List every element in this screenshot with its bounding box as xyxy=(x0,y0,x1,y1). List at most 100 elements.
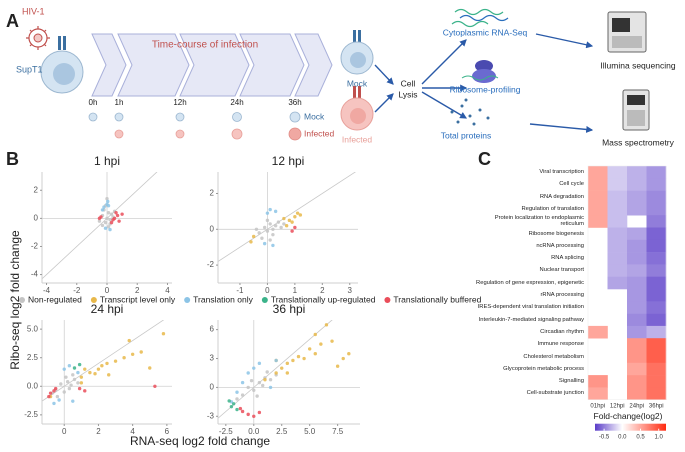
point xyxy=(235,407,239,412)
x-tick-label: 0.0 xyxy=(248,427,260,436)
heatmap-cell xyxy=(588,387,608,400)
heatmap-cell xyxy=(646,252,667,265)
point xyxy=(255,394,259,398)
point xyxy=(235,397,239,401)
legend-label: Translationally up-regulated xyxy=(271,294,376,304)
point xyxy=(105,196,109,201)
point xyxy=(257,231,261,235)
plot-area xyxy=(42,320,172,424)
cell-icon xyxy=(40,36,84,94)
point xyxy=(287,218,292,223)
point xyxy=(268,378,273,382)
point xyxy=(279,225,283,230)
row-label: ncRNA processing xyxy=(536,242,584,249)
column-label: 24hpi xyxy=(629,403,644,409)
column-label: 01hpi xyxy=(590,403,605,409)
y-tick-label: 0 xyxy=(210,224,215,233)
point xyxy=(103,226,108,230)
row-label: Ribosome biogenesis xyxy=(528,230,584,237)
legend-marker xyxy=(19,297,25,303)
plot-area xyxy=(42,172,172,283)
x-tick-label: 2 xyxy=(320,286,325,295)
point xyxy=(249,240,253,244)
heatmap-cell xyxy=(607,178,628,191)
point xyxy=(271,243,275,248)
point xyxy=(79,381,84,385)
point xyxy=(257,361,262,366)
point xyxy=(290,220,294,224)
protein-icon xyxy=(450,98,490,126)
point xyxy=(55,394,60,399)
timepoint: 36h xyxy=(288,98,301,107)
rna-icon xyxy=(451,8,509,28)
point xyxy=(229,404,234,409)
point xyxy=(252,366,256,370)
point xyxy=(47,394,51,399)
heatmap-cell xyxy=(588,190,608,204)
heatmap-cell xyxy=(627,301,647,314)
timeline-label: Time-course of infection xyxy=(152,40,258,51)
heatmap-cell xyxy=(646,227,667,241)
row-label: Nuclear transport xyxy=(539,267,584,274)
heatmap-cell xyxy=(627,202,647,216)
point xyxy=(83,367,87,371)
legend-label: Non-regulated xyxy=(28,294,82,304)
assay-label: Total proteins xyxy=(441,130,492,140)
point xyxy=(57,398,61,402)
heatmap-cell xyxy=(627,264,647,277)
heatmap-cell xyxy=(607,166,628,179)
point xyxy=(313,332,317,337)
point xyxy=(268,385,273,390)
point xyxy=(97,216,102,221)
heatmap-cell xyxy=(607,202,628,216)
heatmap-cell xyxy=(646,215,667,228)
point xyxy=(285,361,290,366)
lysis-label: Lysis xyxy=(398,89,417,99)
chart-title: 12 hpi xyxy=(272,154,305,168)
point xyxy=(148,366,152,370)
y-tick-label: -4 xyxy=(31,270,39,279)
point xyxy=(263,378,267,382)
point xyxy=(251,234,256,239)
x-tick-label: 1 xyxy=(293,286,298,295)
point xyxy=(83,389,87,393)
point xyxy=(130,352,135,356)
x-tick-label: 4 xyxy=(165,286,170,295)
x-tick-label: -2 xyxy=(73,286,81,295)
point xyxy=(77,386,82,391)
chart-title: 36 hpi xyxy=(273,302,306,316)
point xyxy=(246,385,250,390)
point xyxy=(120,212,124,216)
heatmap-cell xyxy=(646,387,667,400)
heatmap-cell xyxy=(627,313,647,327)
colorbar-tick-label: -0.5 xyxy=(599,434,610,440)
panel-label: A xyxy=(6,11,19,31)
x-tick-label: 5.0 xyxy=(304,427,316,436)
row-label: Regulation of gene expression, epigeneti… xyxy=(476,279,584,286)
heatmap-cell xyxy=(646,375,667,388)
point xyxy=(271,227,275,231)
point xyxy=(291,358,295,363)
colorbar-tick-label: 0.0 xyxy=(618,434,627,440)
point xyxy=(106,225,111,229)
row-label: IRES-dependent viral translation initiat… xyxy=(477,304,584,311)
heatmap-cell xyxy=(646,239,667,253)
point xyxy=(139,350,143,354)
point xyxy=(79,375,84,379)
point xyxy=(103,220,108,225)
point xyxy=(64,375,68,379)
point xyxy=(324,323,329,327)
point xyxy=(62,367,66,371)
point xyxy=(122,356,126,360)
heatmap-cell xyxy=(627,350,647,364)
point xyxy=(96,367,101,371)
point xyxy=(102,205,106,209)
timepoint: 24h xyxy=(230,98,243,107)
point xyxy=(67,364,72,368)
y-tick-label: -2 xyxy=(31,242,39,251)
point xyxy=(319,342,323,346)
heatmap-cell xyxy=(588,166,608,179)
x-tick-label: 2.5 xyxy=(276,427,288,436)
point xyxy=(62,390,66,394)
x-tick-label: 3 xyxy=(348,286,353,295)
